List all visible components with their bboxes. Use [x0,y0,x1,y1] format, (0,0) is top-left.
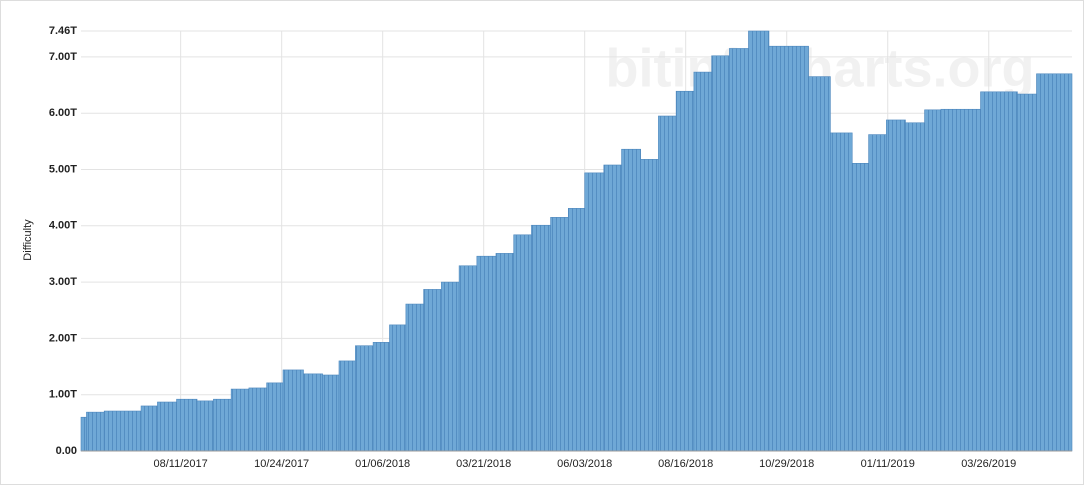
y-tick-label: 7.00T [49,51,77,63]
bar [621,148,641,452]
bar [441,281,460,452]
bar [405,303,424,452]
bar [140,405,158,452]
x-tick-label: 08/11/2017 [154,458,208,470]
bar [940,108,981,452]
y-tick-label: 0.00 [56,445,77,457]
x-tick-label: 10/24/2017 [254,458,309,470]
bar [176,398,198,452]
y-tick-label: 3.00T [49,276,77,288]
bar [868,134,887,452]
y-tick-label: 1.00T [49,389,77,401]
bar [282,369,304,452]
bar [924,109,942,452]
y-tick-label: 6.00T [49,107,77,119]
x-tick-label: 01/11/2019 [861,458,915,470]
bar [322,374,340,452]
bar [658,115,677,452]
bar [476,255,497,452]
bar [603,164,622,452]
bar [693,71,712,452]
bar [768,45,809,452]
bar [103,410,142,452]
bar [640,159,659,452]
bar [355,345,374,452]
bar [808,76,831,452]
x-tick-label: 06/03/2018 [557,458,612,470]
bar [372,342,390,452]
bar [495,253,515,452]
bar [1017,93,1037,452]
bar [711,55,730,452]
y-tick-label: 7.46T [49,25,77,37]
bar [213,398,232,452]
y-tick-label: 2.00T [49,332,77,344]
y-tick-label: 4.00T [49,220,77,232]
x-tick-label: 08/16/2018 [658,458,713,470]
bar [851,163,869,452]
x-tick-label: 10/29/2018 [759,458,814,470]
bar [568,208,585,452]
bar [80,416,87,452]
bar [905,122,925,452]
bar [584,172,605,452]
bar [531,224,551,452]
y-axis-label: Difficulty [22,219,34,261]
bar [458,265,478,452]
bar [550,217,569,452]
x-tick-label: 03/26/2019 [961,458,1016,470]
x-tick-label: 03/21/2018 [456,458,511,470]
bar [266,382,284,452]
bar [86,411,105,452]
bar [157,401,177,452]
y-tick-label: 5.00T [49,163,77,175]
bar [389,324,407,452]
bar [675,90,695,452]
bar [338,360,356,452]
bar [729,48,749,452]
bar [196,400,214,452]
bar [303,373,323,452]
bar [248,387,267,452]
bar [423,289,442,452]
x-tick-label: 01/06/2018 [355,458,410,470]
bar [980,91,1018,452]
bar [830,132,853,452]
bar [230,388,250,452]
bar [1036,73,1073,452]
bar [886,119,906,452]
bar [513,234,532,452]
bar [748,30,770,452]
